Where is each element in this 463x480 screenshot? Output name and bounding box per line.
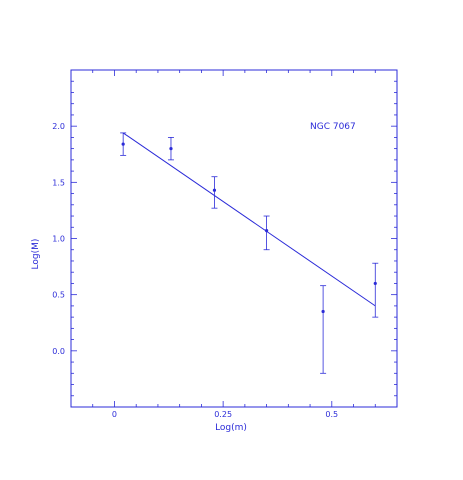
x-tick-label: 0.5 [325,410,338,419]
fit-line [122,132,376,307]
y-tick-label: 2.0 [52,122,65,131]
x-tick-label: 0.25 [214,410,232,419]
y-tick-label: 0.5 [52,291,65,300]
y-tick-label: 0.0 [52,347,65,356]
data-point [212,188,217,192]
data-marks [120,132,379,374]
y-tick-label: 1.5 [52,178,65,187]
axis-ticks [71,70,398,407]
data-point [265,229,269,233]
data-point [169,147,173,151]
plot-frame [70,69,398,408]
data-point [321,309,325,314]
data-point [373,281,377,286]
x-axis-label: Log(m) [215,423,247,433]
axis-tick-labels: 0 0.25 0.5 0.0 0.5 1.0 1.5 2.0 [52,122,338,419]
y-axis-label: Log(M) [31,239,41,270]
y-tick-label: 1.0 [52,235,65,244]
chart-annotation: NGC 7067 [310,122,356,132]
x-tick-label: 0 [112,410,117,419]
data-point [121,142,125,146]
